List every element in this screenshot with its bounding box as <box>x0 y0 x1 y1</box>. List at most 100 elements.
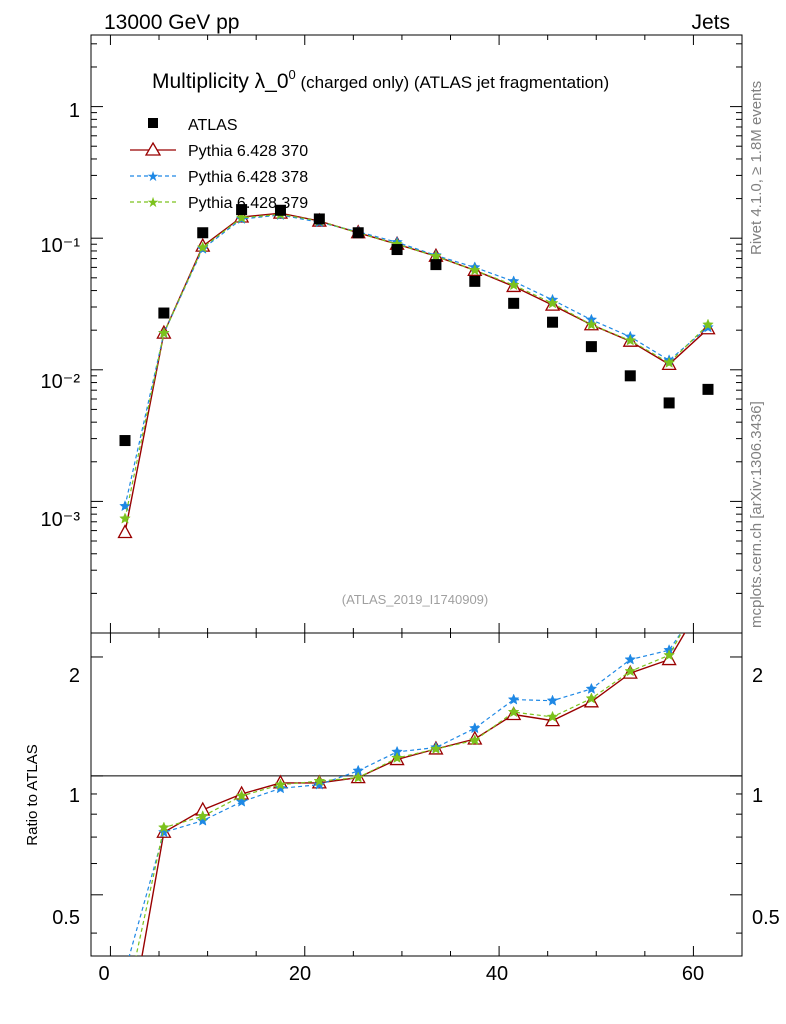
series-point-379 <box>702 318 714 330</box>
ratio-point-378 <box>274 782 287 794</box>
atlas-data-point <box>702 383 714 395</box>
plot-title-sup: 0 <box>289 67 296 82</box>
legend-label-370: Pythia 6.428 370 <box>188 143 308 160</box>
legend-label-378: Pythia 6.428 378 <box>188 169 308 186</box>
ratio-ytick-label: 1 <box>69 785 80 807</box>
atlas-data-point <box>197 227 209 239</box>
xtick-label: 0 <box>98 963 109 985</box>
ratio-ylabel: Ratio to ATLAS <box>24 744 41 845</box>
atlas-data-point <box>313 213 325 225</box>
ratio-point-379 <box>352 771 365 783</box>
atlas-data-point <box>391 244 403 256</box>
header-left: 13000 GeV pp <box>104 11 239 34</box>
main-ytick-label: 10⁻³ <box>41 509 81 531</box>
atlas-data-point <box>236 204 248 216</box>
atlas-data-point <box>469 275 481 287</box>
ratio-ytick-label: 2 <box>69 665 80 687</box>
atlas-data-point <box>430 259 442 271</box>
ratio-point-379 <box>313 774 326 787</box>
ratio-plot-frame <box>90 632 743 957</box>
series-point-370 <box>117 524 133 539</box>
ratio-ytick-label-right: 1 <box>752 785 763 807</box>
series-point-379 <box>196 241 209 253</box>
series-point-379 <box>157 326 170 339</box>
ratio-point-379 <box>703 579 713 589</box>
ratio-point-379 <box>624 665 637 677</box>
series-point-379 <box>546 297 559 309</box>
series-point-379 <box>507 278 520 291</box>
main-plot-marks <box>117 204 716 539</box>
xtick-label: 40 <box>486 963 508 985</box>
ratio-point-379 <box>430 742 442 754</box>
ratio-point-379 <box>585 692 598 704</box>
ratio-point-379 <box>391 751 403 763</box>
axis-ticks <box>91 35 742 956</box>
ratio-ytick-label-right: 0.5 <box>752 907 780 929</box>
plot-title: Multiplicity λ_00 (charged only) (ATLAS … <box>152 67 609 93</box>
atlas-data-point <box>508 297 520 309</box>
legend-marker-379: ★ <box>147 194 160 210</box>
ratio-point-379 <box>507 705 520 718</box>
ratio-line-2 <box>135 633 683 956</box>
ratio-line-1 <box>128 633 682 956</box>
atlas-data-point <box>585 341 597 353</box>
atlas-data-point <box>352 227 364 239</box>
series-point-379 <box>624 334 637 346</box>
series-point-379 <box>468 264 481 276</box>
atlas-data-point <box>119 435 131 447</box>
legend-marker-378: ★ <box>147 168 160 184</box>
ratio-ytick-label-right: 2 <box>752 665 763 687</box>
atlas-data-point <box>158 307 170 319</box>
ratio-point-378 <box>196 814 209 826</box>
ratio-point-379 <box>274 778 287 790</box>
plot-title-rest: (charged only) (ATLAS jet fragmentation) <box>296 73 609 92</box>
legend-label-atlas: ATLAS <box>188 117 238 134</box>
ratio-point-379 <box>157 821 170 833</box>
ratio-ytick-label: 0.5 <box>52 907 80 929</box>
ratio-point-378 <box>313 778 326 790</box>
legend-label-379: Pythia 6.428 379 <box>188 195 308 212</box>
xtick-label: 60 <box>682 963 704 985</box>
ratio-point-378 <box>120 966 130 976</box>
legend-marker-atlas <box>148 118 158 128</box>
atlas-data-point <box>547 316 559 328</box>
ratio-point-379 <box>546 710 559 722</box>
ratio-point-379 <box>120 1002 130 1012</box>
ratio-point-378 <box>507 693 520 705</box>
atlas-data-point <box>624 370 636 382</box>
analysis-label: (ATLAS_2019_I1740909) <box>342 592 488 607</box>
header-right: Jets <box>691 11 730 34</box>
main-ytick-label: 10⁻¹ <box>41 235 81 257</box>
ratio-point-378 <box>624 653 637 665</box>
series-point-379 <box>235 211 248 223</box>
series-point-379 <box>119 512 131 524</box>
ratio-point-378 <box>546 694 559 706</box>
series-point-379 <box>585 318 598 330</box>
rivet-label: Rivet 4.1.0, ≥ 1.8M events <box>748 81 765 255</box>
legend: ATLAS Pythia 6.428 370 ★ Pythia 6.428 37… <box>130 117 308 212</box>
ratio-point-379 <box>235 789 248 801</box>
xtick-label: 20 <box>289 963 311 985</box>
ratio-point-378 <box>703 588 713 598</box>
plot-title-main: Multiplicity λ_0 <box>152 70 289 93</box>
series-point-379 <box>663 356 676 368</box>
ratio-point-378 <box>468 722 481 734</box>
ratio-point-379 <box>196 810 209 822</box>
ratio-line-0 <box>141 633 686 956</box>
atlas-data-point <box>274 204 286 216</box>
main-ytick-label: 10⁻² <box>41 371 81 393</box>
series-line-1 <box>124 212 709 533</box>
atlas-data-point <box>663 397 675 409</box>
legend-marker-370 <box>144 141 162 156</box>
ratio-point-378 <box>157 826 170 838</box>
series-line-2 <box>124 214 709 507</box>
ratio-point-379 <box>663 649 676 661</box>
ratio-point-378 <box>585 682 598 694</box>
ratio-plot-marks <box>120 579 713 1012</box>
mcplots-label: mcplots.cern.ch [arXiv:1306.3436] <box>748 401 765 628</box>
series-line-3 <box>124 213 709 519</box>
ratio-point-379 <box>468 734 481 746</box>
ratio-point-378 <box>235 795 248 807</box>
series-point-379 <box>430 250 442 262</box>
